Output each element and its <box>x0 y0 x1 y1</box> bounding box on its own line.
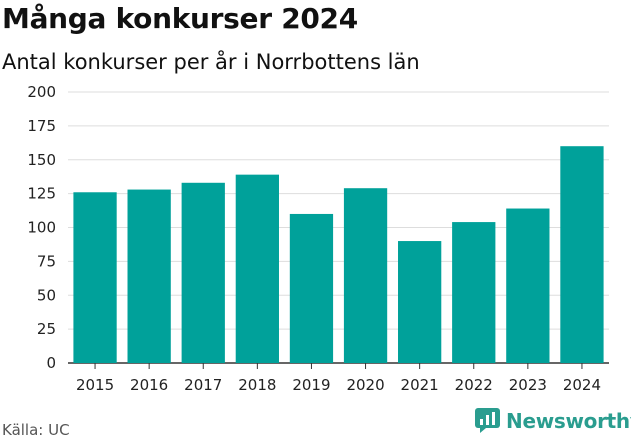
x-tick-label: 2019 <box>292 376 330 394</box>
x-tick-label: 2020 <box>346 376 384 394</box>
bar-2021 <box>398 241 442 363</box>
y-tick-label: 0 <box>46 354 56 372</box>
x-axis-ticks: 2015 2016 2017 2018 2019 2020 2021 2022 2023 2024 <box>76 363 601 394</box>
source-note: Källa: UC <box>2 421 70 439</box>
y-tick-label: 50 <box>37 286 56 304</box>
y-axis-ticks: 0 25 50 75 100 125 150 175 200 <box>27 83 56 372</box>
bar-2020 <box>343 188 388 363</box>
bar-2016 <box>127 189 171 363</box>
y-tick-label: 150 <box>27 151 56 169</box>
x-tick-label: 2016 <box>130 376 168 394</box>
bar-2018 <box>235 174 279 363</box>
bars <box>73 146 604 363</box>
brand-name: Newsworthy <box>506 408 631 433</box>
y-tick-label: 75 <box>37 252 56 270</box>
x-tick-label: 2015 <box>76 376 114 394</box>
y-tick-label: 25 <box>37 320 56 338</box>
bar-2022 <box>452 222 496 363</box>
chart-title: Många konkurser 2024 <box>2 2 358 35</box>
x-tick-label: 2021 <box>401 376 439 394</box>
y-tick-label: 125 <box>27 185 56 203</box>
y-tick-label: 200 <box>27 83 56 101</box>
bar-2023 <box>506 208 550 363</box>
y-tick-label: 100 <box>27 219 56 237</box>
chart-subtitle: Antal konkurser per år i Norrbottens län <box>2 50 420 74</box>
x-tick-label: 2024 <box>563 376 601 394</box>
x-tick-label: 2022 <box>455 376 493 394</box>
x-tick-label: 2023 <box>509 376 547 394</box>
x-tick-label: 2017 <box>184 376 222 394</box>
bar-2017 <box>181 182 225 363</box>
bar-2019 <box>289 213 334 363</box>
y-tick-label: 175 <box>27 117 56 135</box>
bar-2024 <box>560 146 604 363</box>
x-tick-label: 2018 <box>238 376 276 394</box>
newsworthy-logo-icon <box>475 408 500 433</box>
brand-logo: Newsworthy <box>475 408 631 433</box>
bar-2015 <box>73 192 117 363</box>
